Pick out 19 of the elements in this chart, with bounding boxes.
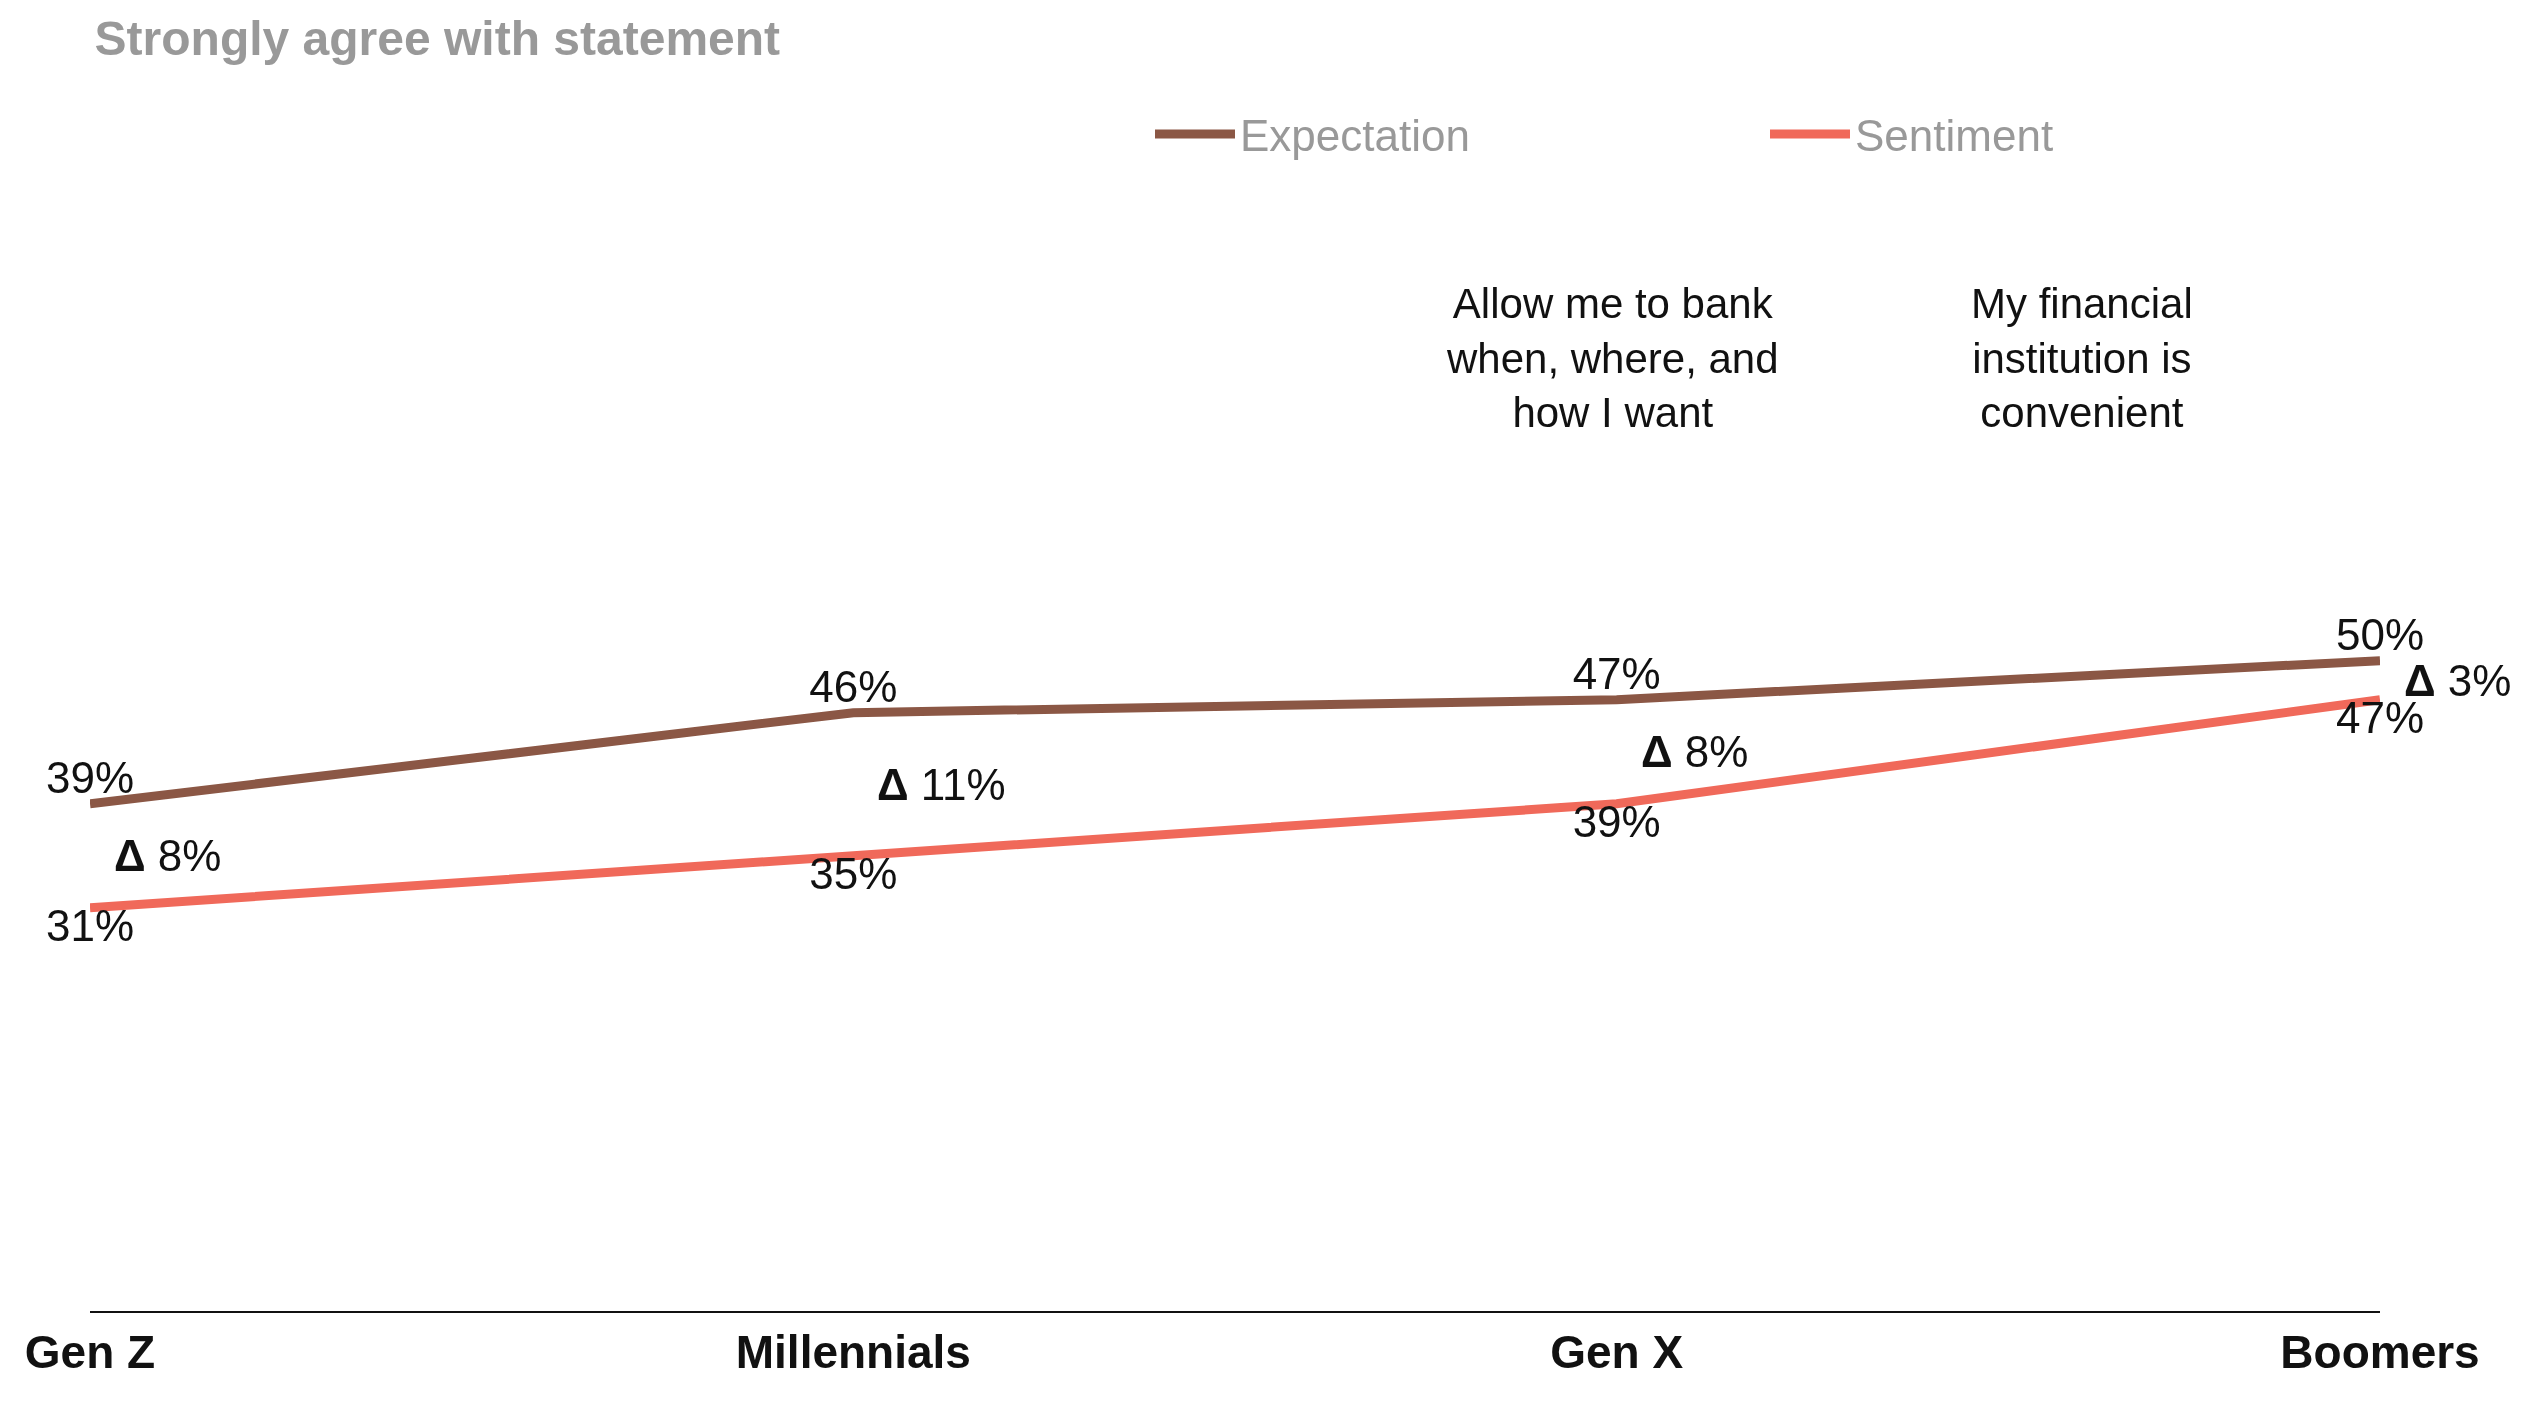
data-label: 50% <box>2335 609 2425 659</box>
data-label: 39% <box>1572 796 1661 846</box>
chart-title: Strongly agree with statement <box>94 11 781 65</box>
data-label: 35% <box>809 848 898 898</box>
x-tick-label: Millennials <box>735 1326 971 1379</box>
annotation: Δ 8% <box>114 831 222 880</box>
data-label: 46% <box>809 661 898 711</box>
data-label: 39% <box>45 752 135 802</box>
data-label: 31% <box>45 900 135 950</box>
annotation: Δ 8% <box>1641 727 1749 776</box>
legend-label: Expectation <box>1240 111 1470 161</box>
x-tick-label: Gen Z <box>24 1326 156 1379</box>
x-tick-label: Gen X <box>1550 1326 1684 1379</box>
text: My financial institution is convenient <box>1971 280 2193 437</box>
annotation: Δ 11% <box>877 760 1006 809</box>
data-label: 47% <box>1572 648 1661 698</box>
text: Allow me to bank when, where, and how I want <box>1446 280 1779 437</box>
x-tick-label: Boomers <box>2280 1326 2480 1379</box>
legend-label: Sentiment <box>1855 111 2054 161</box>
